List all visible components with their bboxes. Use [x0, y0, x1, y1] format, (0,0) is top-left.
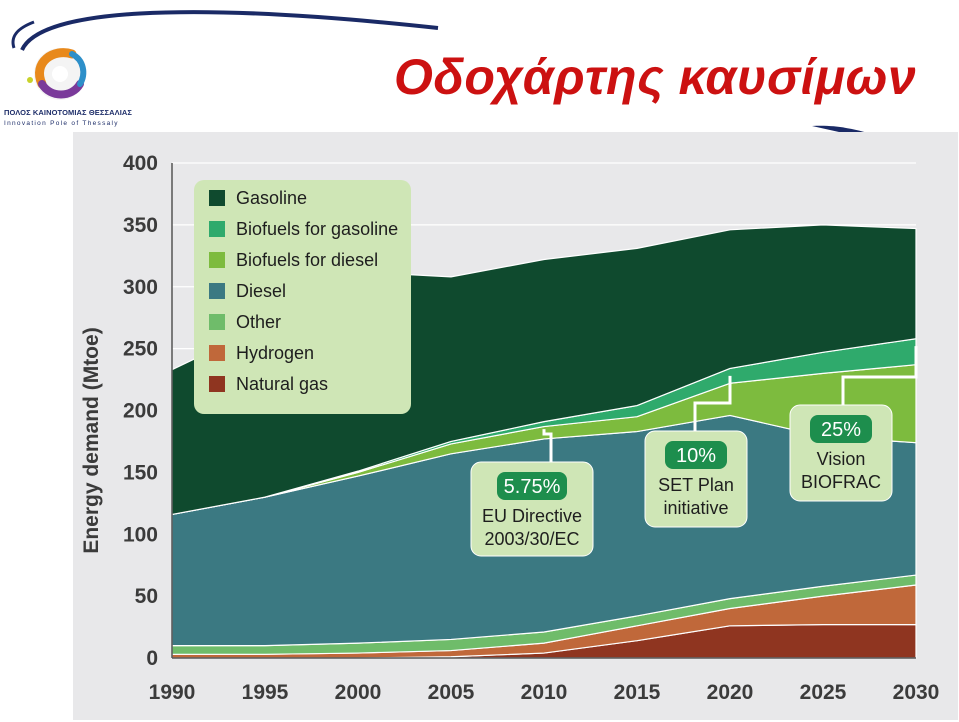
callout-percent-2010: 5.75% [504, 476, 561, 498]
energy-demand-chart: 0 50 100 150 200 250 300 350 400 1990 1995 2000 2005… [80, 152, 939, 704]
axes: 0 50 100 150 200 250 300 350 400 1990 1995 2000 2005… [80, 152, 939, 704]
y-tick-label-0: 0 [146, 647, 158, 670]
y-tick-label-250: 250 [123, 338, 158, 361]
legend-swatch-biofuels-for-diesel [209, 252, 225, 268]
annotations: 5.75% EU Directive 2003/30/EC 10% SET Plan in… [470, 346, 918, 557]
callout-badge-2030 [810, 415, 872, 443]
y-tick-label-50: 50 [135, 585, 158, 608]
y-tick-label-200: 200 [123, 400, 158, 423]
y-tick-label-400: 400 [123, 152, 158, 175]
legend-label-other: Other [236, 312, 281, 332]
callout-line2-2030: BIOFRAC [801, 472, 881, 492]
legend-box [194, 180, 411, 414]
x-tick-label-2025: 2025 [800, 681, 847, 704]
chart-panel: 0 50 100 150 200 250 300 350 400 1990 1995 2000 2005… [73, 132, 958, 720]
callout-line1-2010: EU Directive [482, 506, 582, 526]
x-tick-label-1990: 1990 [149, 681, 196, 704]
callout-percent-2030: 25% [821, 419, 861, 441]
y-tick-label-100: 100 [123, 523, 158, 546]
y-tick-label-150: 150 [123, 461, 158, 484]
callout-line2-2020: initiative [663, 498, 728, 518]
callout-connector-2010 [542, 429, 553, 462]
callout-line2-2010: 2003/30/EC [484, 529, 579, 549]
callout-connector-2020 [693, 375, 732, 431]
legend-swatch-diesel [209, 283, 225, 299]
legend-label-biofuels-for-diesel: Biofuels for diesel [236, 250, 378, 270]
legend-label-gasoline: Gasoline [236, 188, 307, 208]
y-tick-label-300: 300 [123, 276, 158, 299]
x-tick-label-1995: 1995 [242, 681, 289, 704]
callout-line1-2020: SET Plan [658, 475, 734, 495]
legend-swatch-biofuels-for-gasoline [209, 221, 225, 237]
legend-label-diesel: Diesel [236, 281, 286, 301]
page-title: Οδοχάρτης καυσίμων [394, 49, 917, 105]
y-axis-label: Energy demand (Mtoe) [80, 327, 103, 553]
innovation-pole-logo [27, 48, 87, 100]
x-tick-label-2030: 2030 [893, 681, 940, 704]
callout-percent-2020: 10% [676, 445, 716, 467]
legend: Gasoline Biofuels for gasoline Biofuels fo… [194, 180, 411, 414]
legend-swatch-hydrogen [209, 345, 225, 361]
logo-text-greek: ΠΟΛΟΣ ΚΑΙΝΟΤΟΜΙΑΣ ΘΕΣΣΑΛΙΑΣ [4, 108, 133, 117]
callout-badge-2010 [497, 472, 567, 500]
legend-swatch-natural-gas [209, 376, 225, 392]
x-tick-label-2020: 2020 [707, 681, 754, 704]
legend-label-natural-gas: Natural gas [236, 374, 328, 394]
legend-label-hydrogen: Hydrogen [236, 343, 314, 363]
x-tick-label-2005: 2005 [428, 681, 475, 704]
y-tick-label-350: 350 [123, 214, 158, 237]
x-tick-label-2015: 2015 [614, 681, 661, 704]
legend-swatch-gasoline [209, 190, 225, 206]
callout-line1-2030: Vision [817, 449, 866, 469]
callout-connector-2030 [841, 346, 918, 405]
legend-label-biofuels-for-gasoline: Biofuels for gasoline [236, 219, 398, 239]
logo-text-english: Innovation Pole of Thessaly [4, 120, 119, 127]
legend-swatch-other [209, 314, 225, 330]
callout-badge-2020 [665, 441, 727, 469]
x-tick-label-2010: 2010 [521, 681, 568, 704]
x-tick-label-2000: 2000 [335, 681, 382, 704]
